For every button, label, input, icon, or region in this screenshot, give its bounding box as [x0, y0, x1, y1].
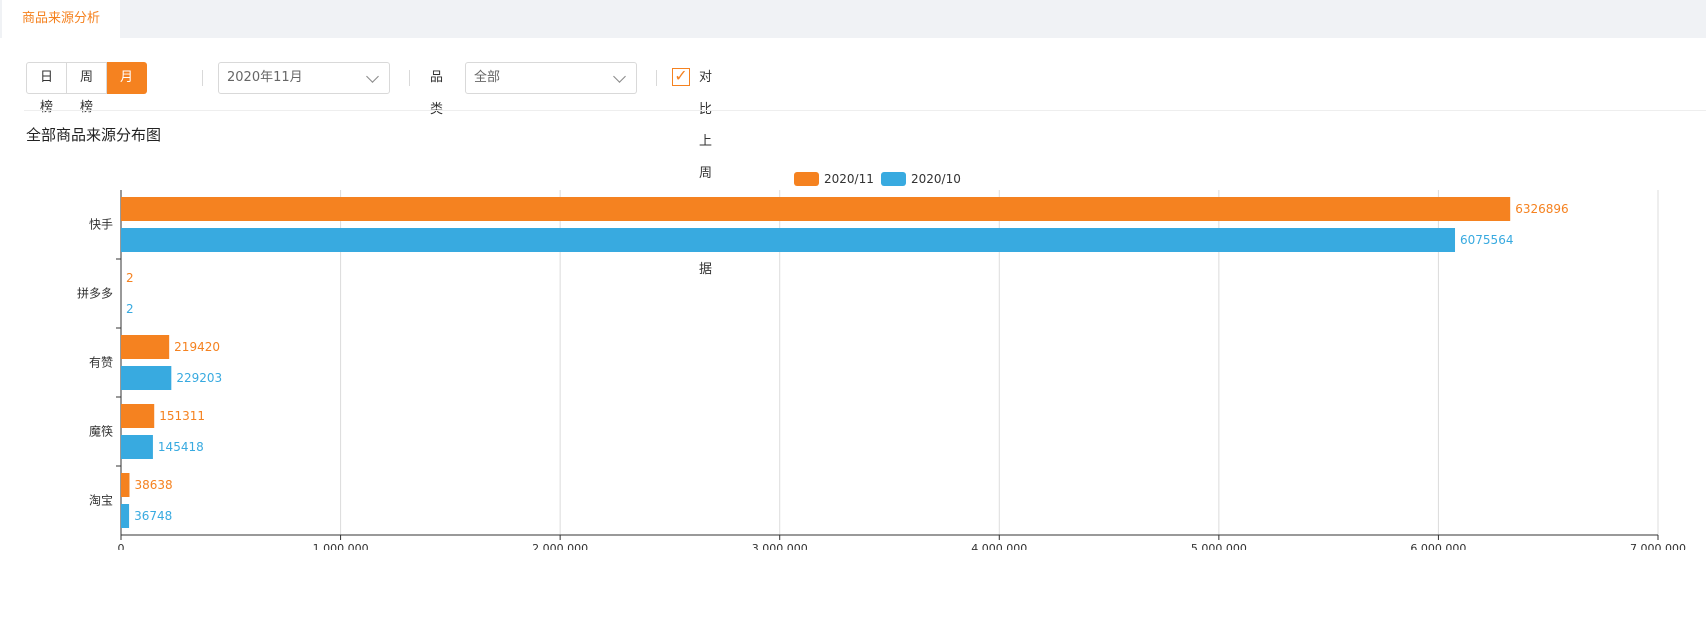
- category-select[interactable]: 全部: [465, 62, 637, 94]
- bar: [121, 335, 170, 359]
- bar: [121, 435, 153, 459]
- legend-swatch: [794, 172, 819, 186]
- range-segmented-control: 日榜 周榜 月榜: [26, 62, 148, 115]
- legend-label: 2020/10: [911, 172, 961, 186]
- compare-checkbox[interactable]: ✓: [672, 68, 690, 86]
- x-tick-label: 4,000,000: [971, 542, 1027, 550]
- bar: [121, 228, 1456, 252]
- x-tick-label: 0: [118, 542, 125, 550]
- divider: [202, 70, 203, 86]
- category-label: 品类: [430, 70, 444, 117]
- category-select-value: 全部: [474, 70, 501, 85]
- data-label: 2: [126, 271, 134, 285]
- daily-rank-button[interactable]: 日榜: [26, 62, 68, 115]
- x-tick-label: 5,000,000: [1191, 542, 1247, 550]
- chart-title: 全部商品来源分布图: [26, 126, 162, 144]
- monthly-rank-button[interactable]: 月榜: [107, 62, 148, 115]
- tab-source-analysis[interactable]: 商品来源分析: [2, 0, 121, 38]
- legend-label: 2020/11: [824, 172, 874, 186]
- legend-swatch: [881, 172, 906, 186]
- x-tick-label: 3,000,000: [752, 542, 808, 550]
- data-label: 2: [126, 302, 134, 316]
- category-label: 有赞: [89, 356, 113, 370]
- data-label: 229203: [176, 371, 222, 385]
- category-label: 淘宝: [89, 494, 113, 508]
- data-label: 36748: [134, 509, 172, 523]
- x-tick-label: 6,000,000: [1410, 542, 1466, 550]
- bar: [121, 366, 172, 390]
- month-select-value: 2020年11月: [227, 70, 303, 85]
- data-label: 6326896: [1515, 202, 1568, 216]
- chevron-down-icon: [366, 70, 379, 83]
- data-label: 151311: [159, 409, 205, 423]
- divider: [656, 70, 657, 86]
- chevron-down-icon: [613, 70, 626, 83]
- x-tick-label: 2,000,000: [532, 542, 588, 550]
- data-label: 219420: [174, 340, 220, 354]
- bar: [121, 504, 130, 528]
- category-label: 魔筷: [89, 424, 113, 439]
- bar: [121, 473, 130, 497]
- month-select[interactable]: 2020年11月: [218, 62, 390, 94]
- divider: [24, 110, 1706, 111]
- data-label: 38638: [134, 478, 172, 492]
- bar: [121, 404, 155, 428]
- tab-bar: 商品来源分析: [0, 0, 1706, 38]
- divider: [409, 70, 410, 86]
- bar-chart: 2020/11 2020/10 0 1,000,000 2,000,000 3,000,0…: [77, 172, 1686, 550]
- check-icon: ✓: [674, 66, 688, 85]
- bar: [121, 197, 1511, 221]
- category-label: 拼多多: [77, 287, 113, 301]
- data-label: 6075564: [1460, 233, 1513, 247]
- x-tick-label: 1,000,000: [313, 542, 369, 550]
- category-label: 快手: [89, 218, 113, 232]
- data-label: 145418: [158, 440, 204, 454]
- x-tick-label: 7,000,000: [1630, 542, 1686, 550]
- weekly-rank-button[interactable]: 周榜: [67, 62, 108, 115]
